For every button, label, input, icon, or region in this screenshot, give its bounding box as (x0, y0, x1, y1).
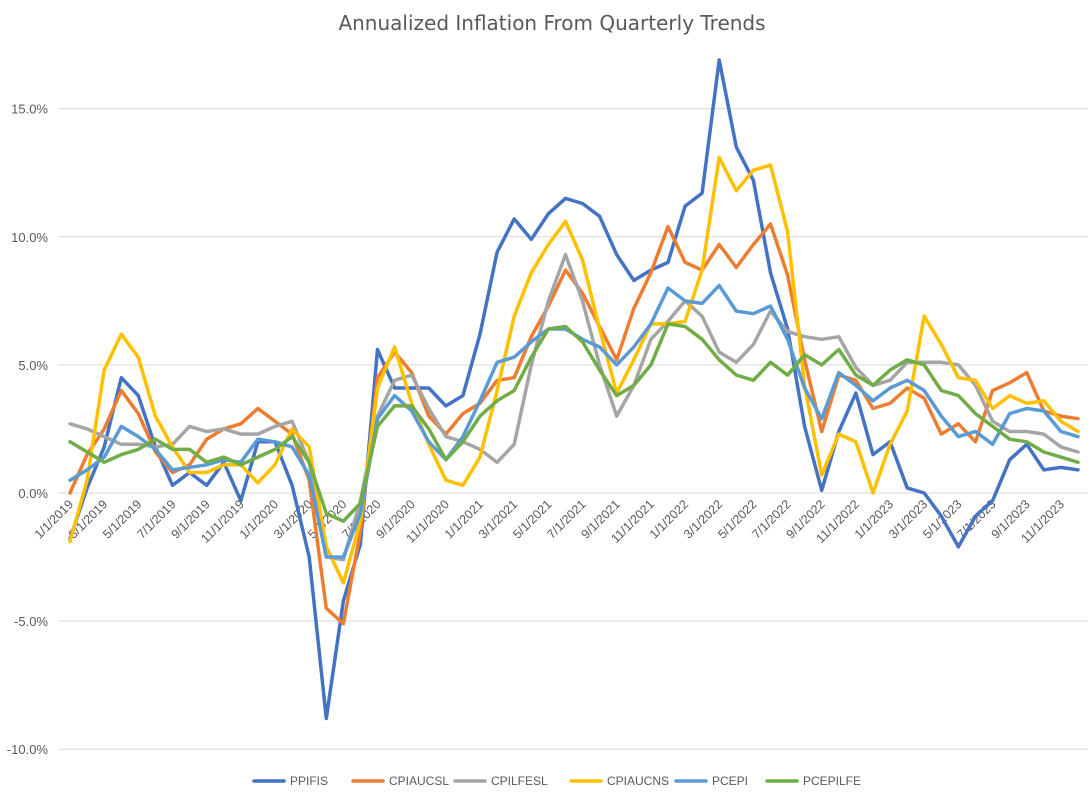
legend-label: CPILFESL (491, 774, 548, 788)
legend-label: PPIFIS (290, 774, 328, 788)
legend-item-pcepi: PCEPI (674, 774, 748, 788)
y-tick-label: 15.0% (11, 102, 48, 117)
y-tick-label: -5.0% (14, 614, 48, 629)
series-line-pcepilfe (68, 322, 1080, 523)
series-lines (68, 58, 1080, 721)
legend-item-ppifis: PPIFIS (252, 774, 328, 788)
series-line-ppifis (68, 58, 1080, 721)
legend-item-pcepilfe: PCEPILFE (765, 774, 861, 788)
y-tick-label: 10.0% (11, 230, 48, 245)
legend-label: PCEPI (712, 774, 748, 788)
legend: PPIFIS CPIAUCSL CPILFESL CPIAUCNS PCEPI PCEPI… (252, 774, 861, 788)
y-axis-tick-labels: -10.0% -5.0% 0.0% 5.0% 10.0% 15.0% (7, 102, 49, 758)
legend-label: CPIAUCNS (607, 774, 669, 788)
y-tick-label: 0.0% (18, 486, 48, 501)
legend-label: CPIAUCSL (389, 774, 449, 788)
legend-label: PCEPILFE (803, 774, 861, 788)
legend-item-cpiaucsl: CPIAUCSL (351, 774, 449, 788)
y-tick-label: 5.0% (18, 358, 48, 373)
y-tick-label: -10.0% (7, 742, 49, 757)
chart-title: Annualized Inflation From Quarterly Tren… (338, 11, 765, 35)
x-axis-tick-labels: 1/1/20193/1/20195/1/20197/1/20199/1/2019… (32, 497, 1067, 546)
legend-item-cpiaucns: CPIAUCNS (569, 774, 669, 788)
series-line-cpiaucsl (68, 222, 1080, 626)
legend-item-cpilfesl: CPILFESL (453, 774, 548, 788)
